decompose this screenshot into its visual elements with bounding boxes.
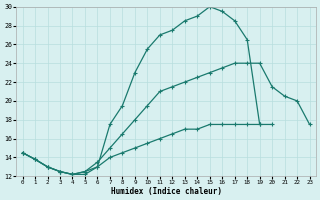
X-axis label: Humidex (Indice chaleur): Humidex (Indice chaleur) [111,187,221,196]
